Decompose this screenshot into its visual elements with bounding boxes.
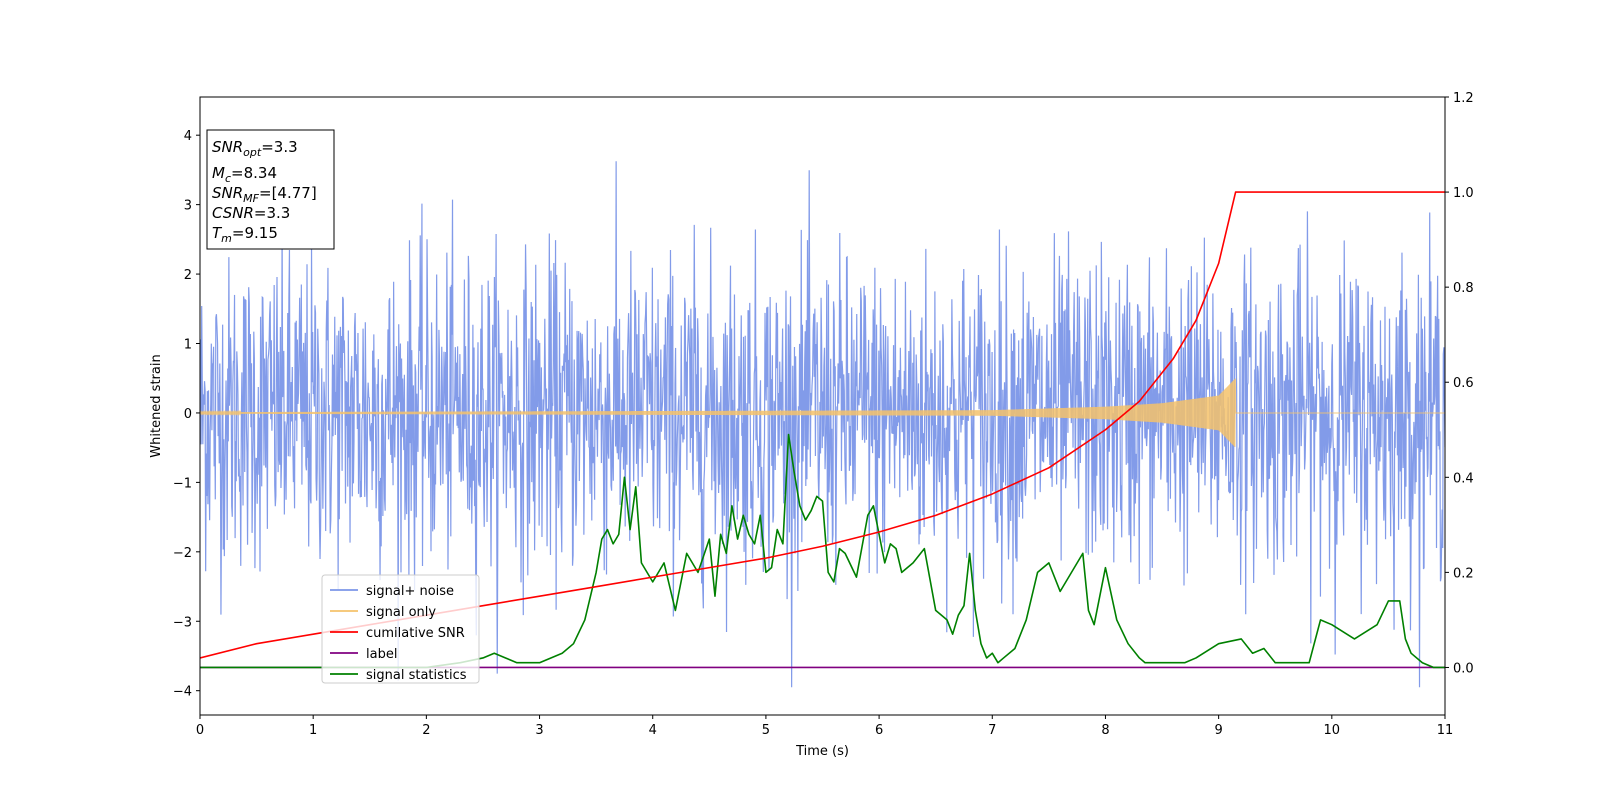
info-snr-opt: SNRopt=3.3: [212, 138, 298, 159]
series-signal-only: [200, 378, 1445, 447]
y-left-tick-label: 4: [184, 129, 192, 144]
info-csnr: CSNR=3.3: [212, 204, 290, 222]
x-tick-label: 1: [309, 723, 317, 738]
y-right-tick-label: 1.0: [1453, 186, 1474, 201]
legend-label-label: label: [366, 647, 397, 662]
axis-ticks: 0 1 2 3 4 5 6 7 8 9 10 11 −4 −3 −2 −1 0 1 2 3 4 0.0 0.2 0.4 0.6 0…: [173, 91, 1474, 738]
x-axis-label: Time (s): [795, 744, 849, 759]
y-right-tick-label: 0.0: [1453, 661, 1474, 676]
y-left-tick-label: −4: [173, 685, 192, 700]
y-left-tick-label: 1: [184, 338, 192, 353]
axes-frame: [199, 96, 1446, 716]
y-left-tick-label: −2: [173, 546, 192, 561]
y-right-tick-label: 0.6: [1453, 376, 1474, 391]
info-mc: Mc=8.34: [212, 164, 277, 185]
y-left-tick-label: 2: [184, 268, 192, 283]
x-tick-label: 6: [875, 723, 883, 738]
info-tm: Tm=9.15: [212, 224, 278, 245]
x-tick-label: 0: [196, 723, 204, 738]
x-tick-label: 5: [762, 723, 770, 738]
x-tick-label: 10: [1324, 723, 1341, 738]
legend-label-signal-statistics: signal statistics: [366, 668, 467, 683]
y-left-tick-label: −3: [173, 615, 192, 630]
info-box: SNRopt=3.3 Mc=8.34 SNRMF=[4.77] CSNR=3.3…: [206, 129, 335, 250]
legend-label-cumulative-snr: cumilative SNR: [366, 626, 465, 641]
y-left-tick-label: −1: [173, 476, 192, 491]
x-tick-label: 7: [988, 723, 996, 738]
y-right-tick-label: 0.8: [1453, 281, 1474, 296]
y-left-tick-label: 0: [184, 407, 192, 422]
x-tick-label: 9: [1214, 723, 1222, 738]
x-tick-label: 2: [422, 723, 430, 738]
legend-label-signal-only: signal only: [366, 605, 436, 620]
series-signal-noise: [200, 161, 1445, 688]
y-right-tick-label: 0.2: [1453, 566, 1474, 581]
info-box-frame: [206, 129, 335, 250]
series-signal-statistics: [200, 433, 1445, 669]
x-tick-label: 3: [535, 723, 543, 738]
legend-label-signal-noise: signal+ noise: [366, 584, 454, 599]
x-tick-label: 4: [649, 723, 657, 738]
y-left-tick-label: 3: [184, 199, 192, 214]
x-tick-label: 11: [1437, 723, 1454, 738]
legend-frame: [321, 574, 480, 684]
y-right-tick-label: 0.4: [1453, 471, 1474, 486]
y-right-tick-label: 1.2: [1453, 91, 1474, 106]
legend: signal+ noise signal only cumilative SNR la…: [321, 574, 480, 684]
info-snr-mf: SNRMF=[4.77]: [212, 184, 317, 205]
x-tick-label: 8: [1101, 723, 1109, 738]
y-axis-label: Whitened strain: [149, 354, 164, 457]
